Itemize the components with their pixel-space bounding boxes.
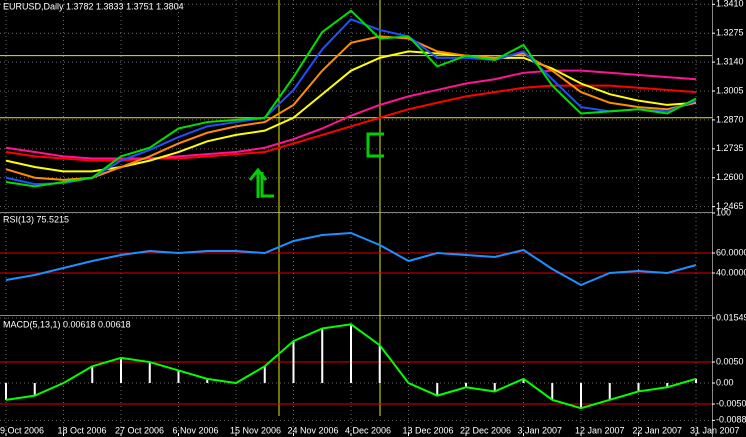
y-tick-label: 1.2735 [716,143,744,153]
y-tick-label: 1.3275 [716,28,744,38]
bar [378,345,381,384]
bar [263,366,266,384]
y-tick-label: 0.0050 [716,356,744,366]
series-line [5,9,697,188]
panel-title: RSI(13) 75.5215 [3,214,69,224]
bar [292,341,295,384]
panel-title: MACD(5,13,1) 0.00618 0.00618 [3,319,131,329]
x-tick-label: 22 Jan 2007 [633,425,683,435]
panel-title: EURUSD,Daily 1.3782 1.3833 1.3751 1.3804 [3,1,184,11]
x-tick-label: 15 Nov 2006 [230,425,281,435]
y-tick-label: 1.3140 [716,56,744,66]
bar [120,357,122,384]
bar [580,383,582,409]
y-tick-label: 1.3410 [716,0,744,9]
bar [91,366,94,384]
c-icon [366,132,384,158]
y-tick-label: 1.2465 [716,201,744,211]
bar [5,383,7,400]
y-tick-label: 1.3005 [716,85,744,95]
series-line [5,69,697,160]
x-tick-label: 27 Oct 2006 [115,425,164,435]
bar [33,383,36,396]
x-tick-label: 24 Nov 2006 [288,425,339,435]
y-tick-label: 1.2600 [716,172,744,182]
x-tick-label: 4 Dec 2006 [345,425,391,435]
bar [321,328,324,384]
bar [608,383,611,400]
y-tick-label: 0.00 [716,377,734,387]
bar [436,383,439,396]
bar [148,362,151,384]
x-tick-label: 6 Nov 2006 [173,425,219,435]
bar [206,378,209,384]
series-line [5,231,697,287]
bar [350,324,352,384]
y-tick-label: 1.2870 [716,114,744,124]
x-tick-label: 13 Dec 2006 [403,425,454,435]
bar [551,383,554,400]
y-tick-label: 0.01549 [716,312,746,322]
x-tick-label: 3 Jan 2007 [518,425,563,435]
bar [666,383,669,388]
bar [695,378,697,384]
y-tick-label: -0.00889 [716,415,746,425]
series-line [5,35,697,181]
x-tick-label: 9 Oct 2006 [0,425,44,435]
x-tick-label: 22 Dec 2006 [460,425,511,435]
arrow-icon [248,167,274,198]
y-tick-label: 60.0000 [716,247,746,257]
y-tick-label: -0.0050 [716,398,746,408]
y-tick-label: 100 [716,207,731,217]
series-line [5,323,697,410]
x-tick-label: 12 Jan 2007 [575,425,625,435]
bar [493,383,496,392]
series-line [5,18,697,186]
bar [637,383,640,392]
y-tick-label: 40.0000 [716,267,746,277]
bar [177,370,180,384]
x-tick-label: 31 Jan 2007 [690,425,740,435]
x-tick-label: 18 Oct 2006 [58,425,107,435]
bar [522,378,525,384]
bar [465,383,467,388]
